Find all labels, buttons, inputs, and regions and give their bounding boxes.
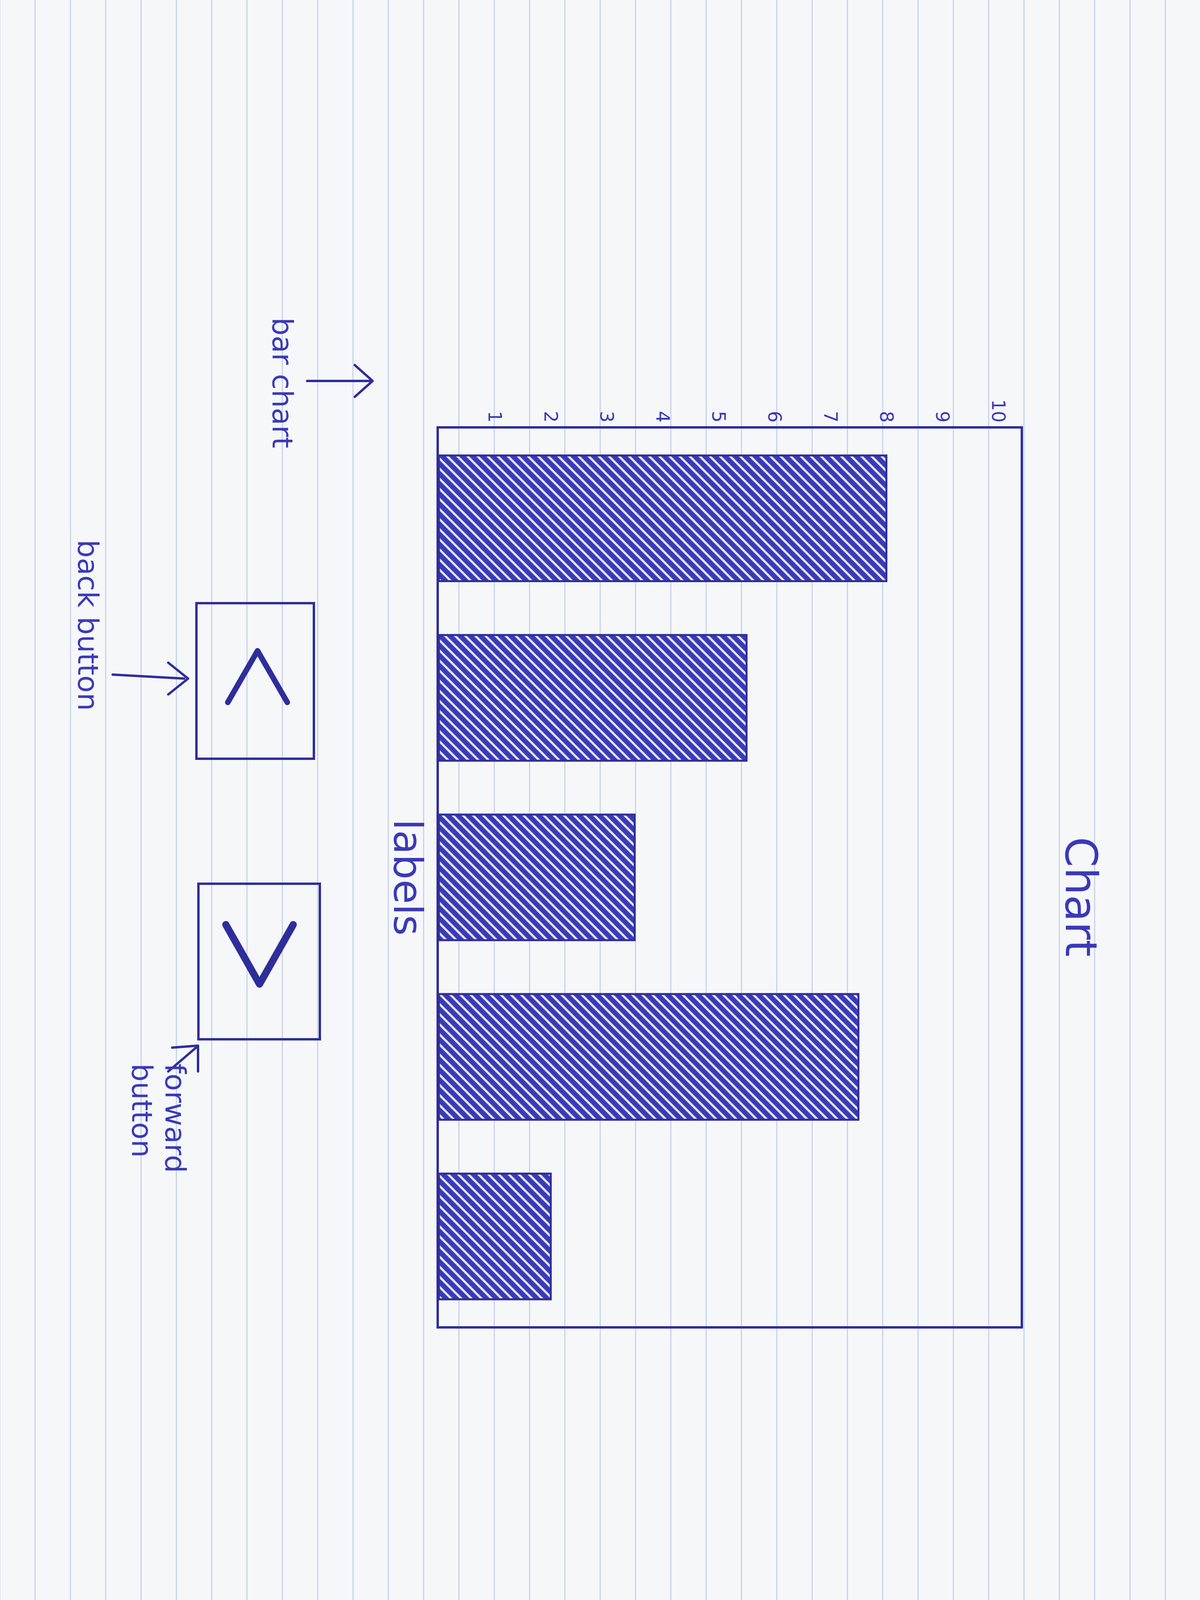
svg-text:labels: labels	[384, 819, 431, 936]
svg-text:8: 8	[875, 411, 898, 423]
svg-text:3: 3	[596, 411, 618, 423]
svg-text:1: 1	[484, 411, 506, 423]
svg-text:9: 9	[931, 411, 954, 423]
svg-text:6: 6	[763, 411, 786, 423]
svg-text:2: 2	[540, 411, 562, 423]
svg-text:Chart: Chart	[1055, 836, 1107, 957]
svg-text:5: 5	[707, 411, 730, 423]
html-text:back button: back button	[71, 539, 105, 711]
svg-text:10: 10	[987, 399, 1010, 423]
html-text:forward button: forward button	[125, 1063, 193, 1174]
html-text:bar chart: bar chart	[265, 317, 300, 449]
svg-text:7: 7	[819, 411, 842, 423]
svg-text:4: 4	[651, 411, 674, 423]
